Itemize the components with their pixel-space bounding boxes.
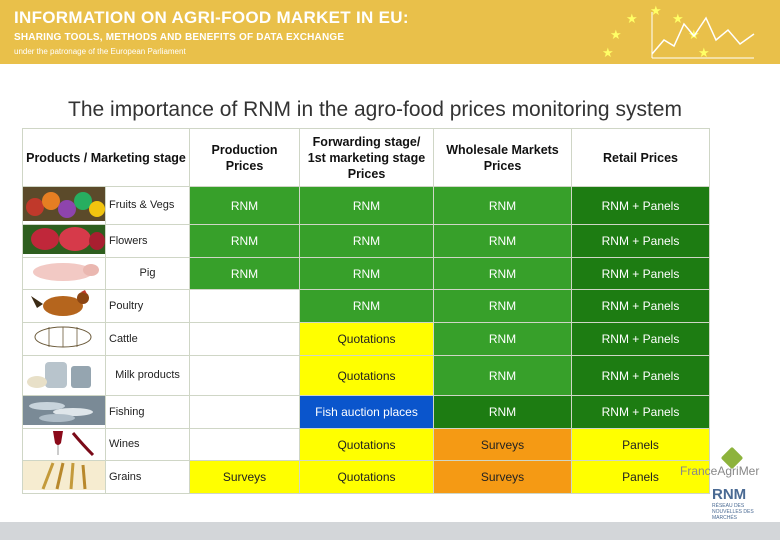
retail-cell: RNM + Panels	[571, 355, 710, 396]
footer-bar	[0, 522, 780, 540]
retail-cell: Panels	[571, 428, 710, 461]
retail-cell: RNM + Panels	[571, 322, 710, 356]
product-name: Wines	[105, 428, 190, 461]
retail-cell: RNM + Panels	[571, 224, 710, 258]
product-name: Fishing	[105, 395, 190, 429]
table-row: Grains Surveys Quotations Surveys Panels	[22, 460, 710, 494]
production-cell	[189, 289, 300, 323]
pig-photo	[22, 257, 106, 290]
flowers-photo	[22, 224, 106, 258]
header-forwarding: Forwarding stage/ 1st marketing stage Pr…	[299, 128, 434, 187]
wholesale-cell: RNM	[433, 395, 572, 429]
forwarding-cell: Fish auction places	[299, 395, 434, 429]
forwarding-cell: Quotations	[299, 322, 434, 356]
forwarding-cell: Quotations	[299, 428, 434, 461]
page-title: The importance of RNM in the agro-food p…	[68, 98, 682, 121]
retail-cell: Panels	[571, 460, 710, 494]
retail-cell: RNM + Panels	[571, 395, 710, 429]
eu-stars-icon: ★ ★ ★ ★ ★ ★ ★	[602, 3, 710, 60]
rnm-logo-subtext: RÉSEAU DES NOUVELLES DES MARCHÉS	[712, 503, 754, 521]
production-cell	[189, 428, 300, 461]
table-row: Poultry RNM RNM RNM + Panels	[22, 289, 710, 323]
forwarding-cell: RNM	[299, 289, 434, 323]
poultry-photo	[22, 289, 106, 323]
forwarding-cell: Quotations	[299, 460, 434, 494]
rnm-logo-text: RNM	[712, 486, 747, 503]
grains-photo	[22, 460, 106, 494]
product-name: Flowers	[105, 224, 190, 258]
rnm-logo: RNM RÉSEAU DES NOUVELLES DES MARCHÉS	[712, 486, 772, 521]
header-products: Products / Marketing stage	[22, 128, 190, 187]
header-banner: INFORMATION ON AGRI-FOOD MARKET IN EU: S…	[0, 0, 780, 64]
product-name: Grains	[105, 460, 190, 494]
product-name: Cattle	[105, 322, 190, 356]
forwarding-cell: RNM	[299, 257, 434, 290]
table-row: Fruits & Vegs RNM RNM RNM RNM + Panels	[22, 186, 710, 225]
wholesale-cell: RNM	[433, 186, 572, 225]
production-cell: RNM	[189, 224, 300, 258]
production-cell	[189, 322, 300, 356]
cattle-photo	[22, 322, 106, 356]
wholesale-cell: RNM	[433, 224, 572, 258]
product-name: Fruits & Vegs	[105, 186, 190, 225]
banner-patronage: under the patronage of the European Parl…	[14, 47, 186, 56]
wholesale-cell: RNM	[433, 257, 572, 290]
wholesale-cell: RNM	[433, 289, 572, 323]
prices-table: Products / Marketing stage Production Pr…	[22, 128, 710, 494]
forwarding-cell: Quotations	[299, 355, 434, 396]
retail-cell: RNM + Panels	[571, 257, 710, 290]
retail-cell: RNM + Panels	[571, 186, 710, 225]
banner-subtitle: SHARING TOOLS, METHODS AND BENEFITS OF D…	[14, 32, 345, 43]
product-name: Pig	[105, 257, 190, 290]
banner-title: INFORMATION ON AGRI-FOOD MARKET IN EU:	[14, 8, 409, 27]
production-cell	[189, 355, 300, 396]
table-row: Wines Quotations Surveys Panels	[22, 428, 710, 461]
header-production: Production Prices	[189, 128, 300, 187]
price-graph-icon	[651, 12, 755, 59]
production-cell	[189, 395, 300, 429]
forwarding-cell: RNM	[299, 186, 434, 225]
wines-photo	[22, 428, 106, 461]
franceagrimer-logo: FranceAgriMer	[680, 446, 770, 480]
production-cell: RNM	[189, 186, 300, 225]
product-name: Milk products	[105, 355, 190, 396]
wholesale-cell: RNM	[433, 322, 572, 356]
header-retail: Retail Prices	[571, 128, 710, 187]
fruits-vegs-photo	[22, 186, 106, 225]
production-cell: RNM	[189, 257, 300, 290]
forwarding-cell: RNM	[299, 224, 434, 258]
table-row: Flowers RNM RNM RNM RNM + Panels	[22, 224, 710, 258]
fishing-photo	[22, 395, 106, 429]
production-cell: Surveys	[189, 460, 300, 494]
table-row: Milk products Quotations RNM RNM + Panel…	[22, 355, 710, 396]
header-wholesale: Wholesale Markets Prices	[433, 128, 572, 187]
table-row: Cattle Quotations RNM RNM + Panels	[22, 322, 710, 356]
wholesale-cell: Surveys	[433, 428, 572, 461]
milk-products-photo	[22, 355, 106, 396]
product-name: Poultry	[105, 289, 190, 323]
table-row: Fishing Fish auction places RNM RNM + Pa…	[22, 395, 710, 429]
retail-cell: RNM + Panels	[571, 289, 710, 323]
franceagrimer-logo-text: FranceAgriMer	[680, 464, 760, 478]
wholesale-cell: Surveys	[433, 460, 572, 494]
wholesale-cell: RNM	[433, 355, 572, 396]
table-header-row: Products / Marketing stage Production Pr…	[22, 128, 710, 187]
table-row: Pig RNM RNM RNM RNM + Panels	[22, 257, 710, 290]
